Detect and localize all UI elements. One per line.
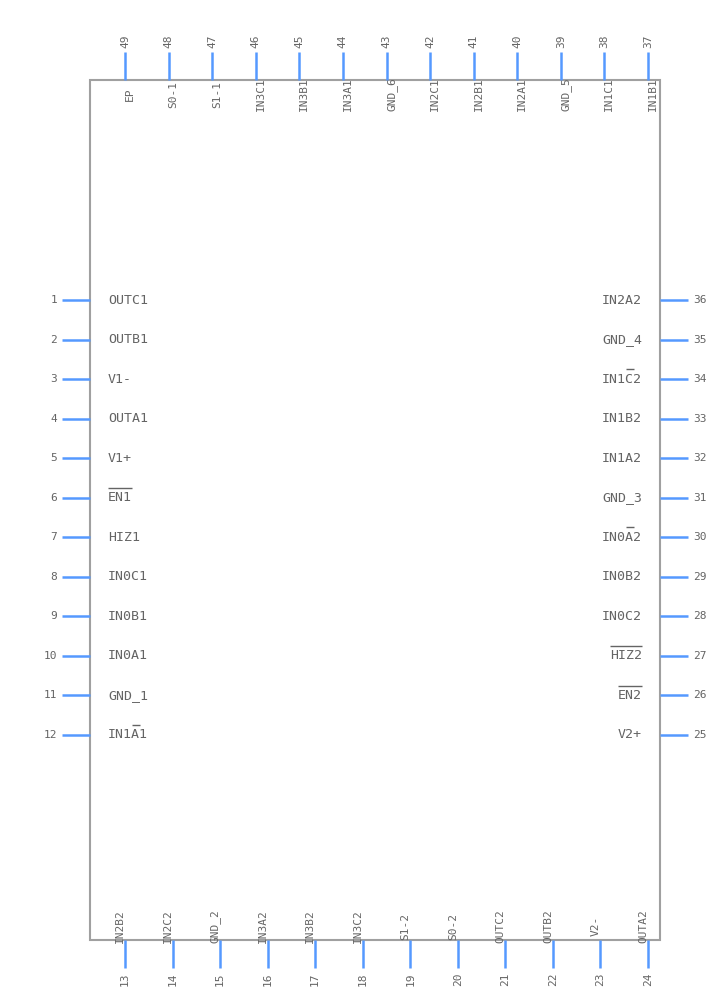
- Text: 25: 25: [693, 730, 706, 740]
- Text: GND_1: GND_1: [108, 688, 148, 702]
- Text: 42: 42: [425, 34, 435, 48]
- Text: 5: 5: [50, 454, 57, 464]
- Text: IN3B1: IN3B1: [299, 78, 309, 111]
- Text: EN1: EN1: [108, 491, 132, 504]
- Text: 10: 10: [44, 651, 57, 661]
- Text: 17: 17: [310, 972, 320, 986]
- Text: 48: 48: [164, 34, 173, 48]
- Text: 35: 35: [693, 335, 706, 345]
- Text: OUTB1: OUTB1: [108, 333, 148, 346]
- Text: 21: 21: [500, 972, 510, 986]
- Text: IN2B2: IN2B2: [115, 909, 125, 942]
- Text: IN3C1: IN3C1: [256, 78, 266, 111]
- Text: IN3B2: IN3B2: [305, 909, 315, 942]
- Text: IN1C2: IN1C2: [602, 373, 642, 386]
- Text: IN0A1: IN0A1: [108, 649, 148, 662]
- Text: 43: 43: [381, 34, 392, 48]
- Text: 24: 24: [643, 972, 653, 986]
- Text: 44: 44: [338, 34, 348, 48]
- Text: V2-: V2-: [590, 916, 601, 936]
- Text: 19: 19: [405, 972, 415, 986]
- Text: OUTC2: OUTC2: [495, 909, 505, 942]
- Text: 41: 41: [469, 34, 479, 48]
- Text: IN0B1: IN0B1: [108, 610, 148, 623]
- Text: 49: 49: [120, 34, 130, 48]
- Text: HIZ2: HIZ2: [610, 649, 642, 662]
- Text: V1+: V1+: [108, 452, 132, 465]
- Text: IN3A1: IN3A1: [343, 78, 353, 111]
- Text: IN2A2: IN2A2: [602, 293, 642, 306]
- Text: IN1A1: IN1A1: [108, 729, 148, 742]
- Text: IN2B1: IN2B1: [474, 78, 483, 111]
- Text: IN1B1: IN1B1: [648, 78, 658, 111]
- Text: IN0A2: IN0A2: [602, 531, 642, 543]
- Text: GND_6: GND_6: [387, 78, 397, 111]
- Text: GND_5: GND_5: [561, 78, 571, 111]
- Text: 28: 28: [693, 612, 706, 621]
- Text: IN0C1: IN0C1: [108, 571, 148, 584]
- Text: 6: 6: [50, 493, 57, 503]
- Text: HIZ1: HIZ1: [108, 531, 140, 543]
- Text: OUTA2: OUTA2: [638, 909, 648, 942]
- Text: EN2: EN2: [618, 688, 642, 702]
- Text: 1: 1: [50, 295, 57, 305]
- Text: IN2A1: IN2A1: [518, 78, 527, 111]
- Text: 30: 30: [693, 532, 706, 542]
- Text: V1-: V1-: [108, 373, 132, 386]
- Text: S0-2: S0-2: [448, 912, 458, 939]
- Text: S1-2: S1-2: [400, 912, 411, 939]
- Text: 32: 32: [693, 454, 706, 464]
- Text: 34: 34: [693, 374, 706, 384]
- Text: 26: 26: [693, 690, 706, 701]
- Text: IN1A2: IN1A2: [602, 452, 642, 465]
- Text: OUTB2: OUTB2: [543, 909, 553, 942]
- Text: 33: 33: [693, 413, 706, 423]
- Text: 22: 22: [548, 972, 558, 986]
- Text: 36: 36: [693, 295, 706, 305]
- Text: 8: 8: [50, 572, 57, 582]
- Text: IN2C1: IN2C1: [430, 78, 440, 111]
- Text: IN1C1: IN1C1: [604, 78, 614, 111]
- Text: 40: 40: [513, 34, 522, 48]
- Text: 27: 27: [693, 651, 706, 661]
- Text: GND_4: GND_4: [602, 333, 642, 346]
- Text: IN1B2: IN1B2: [602, 412, 642, 425]
- Text: EP: EP: [125, 88, 135, 101]
- Text: 37: 37: [643, 34, 653, 48]
- Text: 47: 47: [207, 34, 217, 48]
- Text: 15: 15: [215, 972, 225, 986]
- Text: 3: 3: [50, 374, 57, 384]
- Text: IN3A2: IN3A2: [258, 909, 268, 942]
- Text: 9: 9: [50, 612, 57, 621]
- Text: 13: 13: [120, 972, 130, 986]
- Text: 12: 12: [44, 730, 57, 740]
- Text: 16: 16: [263, 972, 273, 986]
- Text: 20: 20: [453, 972, 463, 986]
- Text: IN2C2: IN2C2: [162, 909, 173, 942]
- Text: 11: 11: [44, 690, 57, 701]
- Text: 23: 23: [596, 972, 606, 986]
- Bar: [90, 80, 660, 940]
- Text: IN0C2: IN0C2: [602, 610, 642, 623]
- Text: 4: 4: [50, 413, 57, 423]
- Text: 45: 45: [294, 34, 304, 48]
- Text: S1-1: S1-1: [212, 81, 222, 108]
- Text: IN0B2: IN0B2: [602, 571, 642, 584]
- Text: 31: 31: [693, 493, 706, 503]
- Text: OUTA1: OUTA1: [108, 412, 148, 425]
- Text: IN3C2: IN3C2: [353, 909, 363, 942]
- Text: 18: 18: [357, 972, 368, 986]
- Text: 14: 14: [167, 972, 178, 986]
- Text: S0-1: S0-1: [169, 81, 178, 108]
- Text: 39: 39: [556, 34, 566, 48]
- Text: 29: 29: [693, 572, 706, 582]
- Text: V2+: V2+: [618, 729, 642, 742]
- Text: 46: 46: [250, 34, 261, 48]
- Text: OUTC1: OUTC1: [108, 293, 148, 306]
- Text: 38: 38: [599, 34, 609, 48]
- Text: 2: 2: [50, 335, 57, 345]
- Text: 7: 7: [50, 532, 57, 542]
- Text: GND_3: GND_3: [602, 491, 642, 504]
- Text: GND_2: GND_2: [209, 909, 220, 942]
